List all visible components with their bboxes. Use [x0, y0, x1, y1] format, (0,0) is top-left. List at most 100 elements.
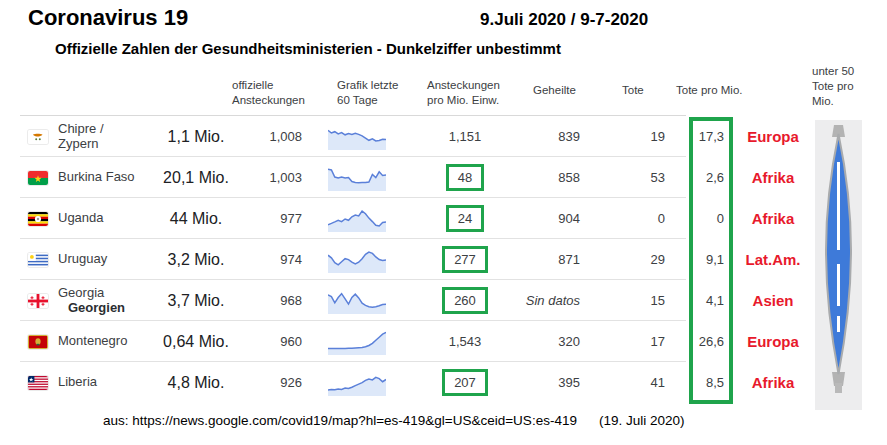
trend-sparkline-chart — [328, 239, 386, 280]
uganda-flag-icon — [28, 198, 48, 239]
continent-label: Afrika — [738, 362, 808, 403]
deaths-per-mio-value: 0 — [692, 198, 726, 239]
per-mio-cell: 48 — [425, 157, 505, 198]
country-name-german: Georgien — [58, 300, 125, 315]
source-url-text: aus: https://news.google.com/covid19/map… — [103, 413, 577, 428]
column-header-per-mio: Ansteckungen pro Mio. Einw. — [427, 78, 500, 108]
continent-label: Afrika — [738, 157, 808, 198]
continent-label: Europa — [738, 116, 808, 157]
per-mio-value: 207 — [442, 369, 488, 396]
per-mio-value: 277 — [442, 246, 488, 273]
table-row: Burkina Faso 20,1 Mio. 1,003 48 858 53 2… — [0, 157, 887, 198]
trend-sparkline-chart — [328, 198, 386, 239]
healed-cell: Sin datos — [508, 280, 580, 321]
trend-sparkline-chart — [328, 157, 386, 198]
table-row: Uganda 44 Mio. 977 24 904 0 0 Afrika — [0, 198, 887, 239]
deaths-per-mio-value: 26,6 — [692, 321, 726, 362]
country-name: Georgia Georgien — [58, 280, 146, 321]
per-mio-cell: 207 — [425, 362, 505, 403]
healed-value: 320 — [558, 334, 580, 349]
georgia-flag-icon — [28, 280, 48, 321]
deaths-value: 17 — [610, 321, 665, 362]
continent-label: Lat.Am. — [738, 239, 808, 280]
table-row: Montenegro 0,64 Mio. 960 1,543 320 17 26… — [0, 321, 887, 362]
report-date: 9.Juli 2020 / 9-7-2020 — [480, 10, 648, 30]
deaths-per-mio-value: 8,5 — [692, 362, 726, 403]
continent-label: Europa — [738, 321, 808, 362]
per-mio-cell: 1,543 — [425, 321, 505, 362]
trend-sparkline-chart — [328, 362, 386, 403]
deaths-value: 15 — [610, 280, 665, 321]
liberia-flag-icon — [28, 362, 48, 403]
healed-cell: 320 — [508, 321, 580, 362]
source-date: (19. Juli 2020) — [599, 413, 685, 428]
infections-value: 968 — [232, 280, 302, 321]
continent-label: Asien — [738, 280, 808, 321]
healed-value: 858 — [558, 170, 580, 185]
healed-value: Sin datos — [526, 293, 580, 308]
healed-cell: 839 — [508, 116, 580, 157]
column-header-healed: Geheilte — [533, 83, 576, 98]
infections-value: 977 — [232, 198, 302, 239]
healed-cell: 871 — [508, 239, 580, 280]
country-name: Uruguay — [58, 239, 146, 280]
country-name: Burkina Faso — [58, 157, 146, 198]
deaths-per-mio-value: 2,6 — [692, 157, 726, 198]
healed-value: 871 — [558, 252, 580, 267]
table-row: Georgia Georgien 3,7 Mio. 968 260 Sin da… — [0, 280, 887, 321]
table-row: Chipre / Zypern 1,1 Mio. 1,008 1,151 839… — [0, 116, 887, 157]
healed-value: 395 — [558, 375, 580, 390]
source-line: aus: https://news.google.com/covid19/map… — [103, 413, 684, 428]
per-mio-value: 1,543 — [440, 331, 491, 352]
per-mio-value: 24 — [446, 205, 484, 232]
deaths-per-mio-value: 9,1 — [692, 239, 726, 280]
per-mio-value: 260 — [442, 287, 488, 314]
table-row: Liberia 4,8 Mio. 926 207 395 41 8,5 Afri… — [0, 362, 887, 403]
deaths-per-mio-value: 4,1 — [692, 280, 726, 321]
healed-cell: 904 — [508, 198, 580, 239]
montenegro-flag-icon — [28, 321, 48, 362]
per-mio-cell: 1,151 — [425, 116, 505, 157]
under-50-graphic-panel — [815, 120, 862, 410]
infections-value: 974 — [232, 239, 302, 280]
infections-value: 926 — [232, 362, 302, 403]
subtitle: Offizielle Zahlen der Gesundheitsministe… — [55, 40, 561, 57]
country-name: Liberia — [58, 362, 146, 403]
trend-sparkline-chart — [328, 280, 386, 321]
uruguay-flag-icon — [28, 239, 48, 280]
deaths-value: 53 — [610, 157, 665, 198]
column-header-graph: Grafik letzte 60 Tage — [337, 78, 398, 108]
blue-spindle-marker-icon — [815, 120, 862, 410]
country-name: Montenegro — [58, 321, 146, 362]
deaths-value: 41 — [610, 362, 665, 403]
healed-value: 839 — [558, 129, 580, 144]
page-title: Coronavirus 19 — [28, 5, 188, 31]
infections-value: 960 — [232, 321, 302, 362]
infections-value: 1,003 — [232, 157, 302, 198]
country-name: Chipre / Zypern — [58, 116, 146, 157]
column-header-deaths-per-mio: Tote pro Mio. — [676, 83, 742, 98]
healed-value: 904 — [558, 211, 580, 226]
per-mio-value: 1,151 — [440, 126, 491, 147]
trend-sparkline-chart — [328, 321, 386, 362]
healed-cell: 395 — [508, 362, 580, 403]
trend-sparkline-chart — [328, 116, 386, 157]
deaths-value: 19 — [610, 116, 665, 157]
per-mio-cell: 260 — [425, 280, 505, 321]
continent-label: Afrika — [738, 198, 808, 239]
country-name: Uganda — [58, 198, 146, 239]
document-page: Coronavirus 19 9.Juli 2020 / 9-7-2020 Of… — [0, 0, 887, 445]
cyprus-flag-icon — [28, 116, 48, 157]
column-header-infections: offizielle Ansteckungen — [232, 78, 305, 108]
burkina-faso-flag-icon — [28, 157, 48, 198]
healed-cell: 858 — [508, 157, 580, 198]
deaths-per-mio-value: 17,3 — [692, 116, 726, 157]
infections-value: 1,008 — [232, 116, 302, 157]
column-header-under-50: unter 50 Tote pro Mio. — [812, 64, 854, 109]
per-mio-cell: 24 — [425, 198, 505, 239]
per-mio-cell: 277 — [425, 239, 505, 280]
per-mio-value: 48 — [446, 164, 484, 191]
deaths-value: 0 — [610, 198, 665, 239]
deaths-value: 29 — [610, 239, 665, 280]
table-row: Uruguay 3,2 Mio. 974 277 871 29 9,1 Lat.… — [0, 239, 887, 280]
